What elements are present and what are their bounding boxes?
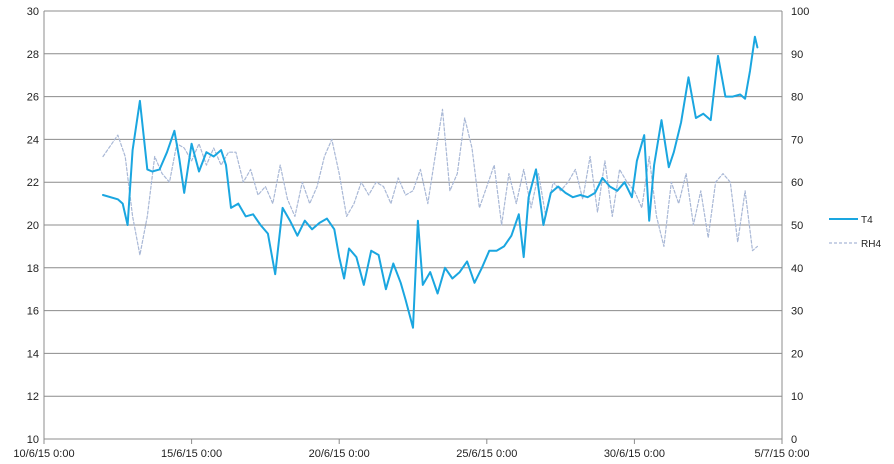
x-tick-2: 20/6/15 0:00 bbox=[309, 448, 370, 460]
axes bbox=[43, 11, 783, 444]
left-tick-30: 30 bbox=[27, 6, 39, 18]
left-tick-10: 10 bbox=[27, 434, 39, 446]
right-tick-40: 40 bbox=[791, 263, 803, 275]
left-tick-22: 22 bbox=[27, 177, 39, 189]
legend-label-t4: T4 bbox=[861, 215, 873, 226]
right-tick-20: 20 bbox=[791, 348, 803, 360]
right-tick-90: 90 bbox=[791, 49, 803, 61]
series-line-rh4 bbox=[102, 108, 759, 256]
right-tick-70: 70 bbox=[791, 134, 803, 146]
series-lines bbox=[102, 35, 759, 329]
left-tick-26: 26 bbox=[27, 92, 39, 104]
left-tick-20: 20 bbox=[27, 220, 39, 232]
right-tick-100: 100 bbox=[791, 6, 809, 18]
gridlines bbox=[44, 10, 782, 440]
x-tick-5: 5/7/15 0:00 bbox=[754, 448, 809, 460]
left-tick-24: 24 bbox=[27, 134, 39, 146]
legend-label-rh4: RH4 bbox=[861, 239, 881, 250]
left-tick-28: 28 bbox=[27, 49, 39, 61]
legend: T4 RH4 bbox=[829, 215, 881, 250]
series-line-t4 bbox=[102, 35, 759, 329]
right-tick-80: 80 bbox=[791, 92, 803, 104]
left-tick-14: 14 bbox=[27, 348, 39, 360]
right-tick-50: 50 bbox=[791, 220, 803, 232]
left-tick-12: 12 bbox=[27, 391, 39, 403]
right-axis-tick-labels: 0 10 20 30 40 50 60 70 80 90 100 bbox=[791, 6, 809, 446]
right-tick-0: 0 bbox=[791, 434, 797, 446]
left-tick-16: 16 bbox=[27, 306, 39, 318]
right-tick-60: 60 bbox=[791, 177, 803, 189]
left-axis-tick-labels: 10 12 14 16 18 20 22 24 26 28 30 bbox=[27, 6, 39, 446]
x-tick-3: 25/6/15 0:00 bbox=[456, 448, 517, 460]
x-tick-4: 30/6/15 0:00 bbox=[604, 448, 665, 460]
left-tick-18: 18 bbox=[27, 263, 39, 275]
x-axis-tick-labels: 10/6/15 0:00 15/6/15 0:00 20/6/15 0:00 25/6… bbox=[13, 448, 809, 460]
x-tick-1: 15/6/15 0:00 bbox=[161, 448, 222, 460]
x-tick-0: 10/6/15 0:00 bbox=[13, 448, 74, 460]
right-tick-10: 10 bbox=[791, 391, 803, 403]
right-tick-30: 30 bbox=[791, 306, 803, 318]
